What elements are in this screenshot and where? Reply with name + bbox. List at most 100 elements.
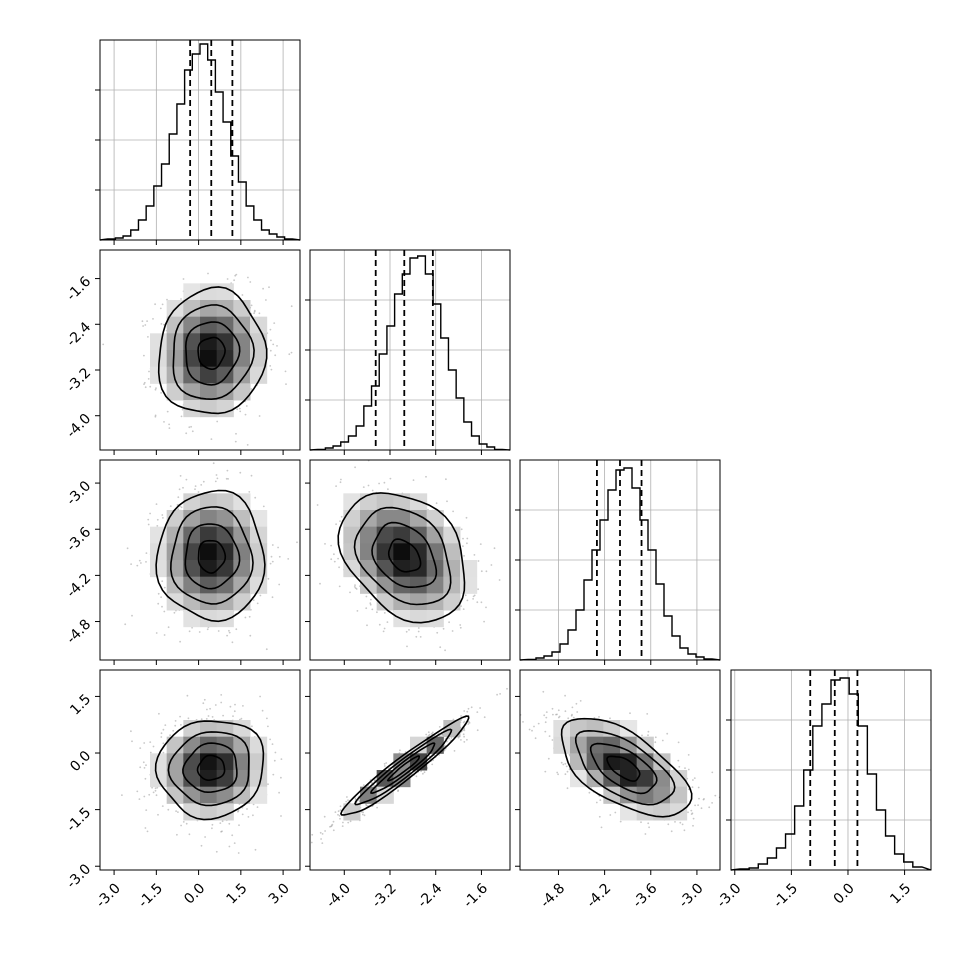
scatter-point [231,834,234,837]
hist-panel-3 [726,669,932,871]
scatter-point [121,794,123,796]
scatter-point [143,383,145,385]
scatter-point [431,763,434,766]
scatter-point [459,626,462,629]
density-cell [233,300,251,318]
scatter-point [383,627,386,630]
scatter-point [339,805,342,808]
scatter-point [235,432,237,435]
scatter-point [249,634,252,637]
density-cell [233,493,251,511]
scatter-point [214,480,217,483]
scatter-point [143,381,146,384]
scatter-point [498,579,501,581]
scatter-point [259,695,261,698]
scatter-point [389,477,392,480]
contour-line [339,715,470,816]
density-cell [443,576,461,594]
scatter-point [226,634,229,637]
scatter-point [229,705,232,708]
scatter-point [155,632,158,634]
scatter-point [220,694,223,696]
scatter-point [232,715,234,717]
scatter-point [228,629,230,632]
scatter-point [154,787,157,790]
scatter-point [477,588,479,591]
scatter-point [451,630,454,632]
scatter-point [147,336,149,338]
scatter-point [417,627,420,629]
scatter-point [234,440,237,443]
density-cell [343,560,361,578]
scatter-point [250,388,253,390]
contour-line [386,755,420,782]
scatter-point [354,466,356,469]
scatter-point [311,833,314,836]
scatter-point [149,751,152,754]
scatter-point [161,580,164,583]
scatter-point [270,555,273,558]
scatter-point [369,603,372,606]
scatter-point [470,706,473,709]
scatter-point [222,714,225,717]
scatter-point [237,852,240,854]
panel-frame [99,459,301,661]
scatter-point [202,702,205,705]
scatter-point [435,502,438,505]
density-cell [216,753,234,771]
scatter-point [280,758,283,760]
scatter-point [462,608,465,610]
density-cell [183,593,201,611]
scatter-point [152,745,155,748]
scatter-point [270,339,272,342]
density-cell [216,510,234,528]
contour-line [155,489,266,623]
scatter-point [499,693,501,695]
scatter-point [141,320,144,323]
scatter-point [163,634,166,636]
scatter-point [136,564,139,567]
scatter-point [271,596,274,599]
scatter-point [138,559,141,562]
scatter-point [399,749,401,752]
scatter-point [397,789,400,792]
scatter-point [269,349,272,352]
scatter-point [483,620,485,623]
scatter-point [157,592,160,595]
scatter-point [296,541,298,544]
density-cell [183,300,201,318]
density-cell [233,736,251,754]
scatter-point [261,709,264,712]
density-cell [200,786,218,804]
scatter-point [160,732,163,735]
density-cell [233,350,251,368]
scatter-panel-2-3 [519,669,721,871]
scatter-point [415,775,418,778]
scatter-point [385,762,388,764]
scatter-point [361,813,364,816]
scatter-point [267,783,269,786]
scatter-point [270,368,273,371]
contour-line [197,539,227,574]
density-cell [166,350,184,368]
scatter-point [139,747,142,749]
scatter-point [453,750,456,752]
contour-line [353,506,452,606]
scatter-point [174,724,177,727]
scatter-point [310,841,313,844]
scatter-panel-0-3 [99,669,301,871]
density-cell [216,560,234,578]
scatter-point [160,323,163,325]
scatter-point [383,765,386,767]
scatter-point [180,506,183,509]
density-cell [150,560,168,578]
density-cell [443,560,461,578]
scatter-point [259,594,262,597]
scatter-point [439,735,441,737]
scatter-point [228,845,231,848]
scatter-point [466,542,468,545]
density-cell [426,610,444,628]
scatter-point [319,582,321,585]
scatter-point [483,716,486,719]
